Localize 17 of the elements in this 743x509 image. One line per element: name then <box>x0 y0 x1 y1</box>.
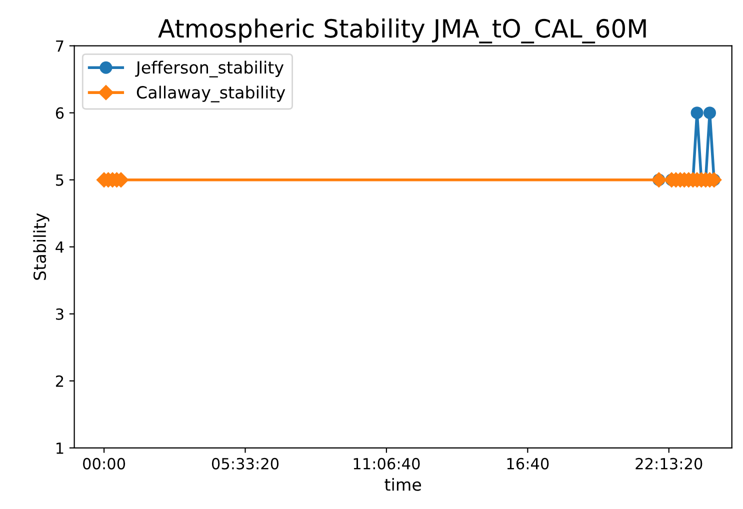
chart-title: Atmospheric Stability JMA_tO_CAL_60M <box>158 18 646 44</box>
y-tick-label: 3 <box>56 308 64 320</box>
x-tick-label: 05:33:20 <box>212 458 279 470</box>
x-tick-label: 22:13:20 <box>636 458 702 470</box>
x-axis-title: time <box>384 478 422 491</box>
x-tick-label: 16:40 <box>507 458 549 470</box>
legend-label: Jefferson_stability <box>135 60 284 78</box>
y-tick-label: 7 <box>56 40 64 52</box>
y-tick-label: 1 <box>56 442 64 454</box>
y-tick-label: 2 <box>56 375 64 387</box>
x-tick-label: 11:06:40 <box>354 458 420 470</box>
y-tick-label: 6 <box>56 107 64 119</box>
y-axis-title: Stability <box>33 213 50 280</box>
y-tick-label: 4 <box>56 242 64 253</box>
legend-label: Callaway_stability <box>136 86 286 102</box>
x-tick-label: 00:00 <box>83 458 126 470</box>
y-tick-label: 5 <box>56 174 64 186</box>
